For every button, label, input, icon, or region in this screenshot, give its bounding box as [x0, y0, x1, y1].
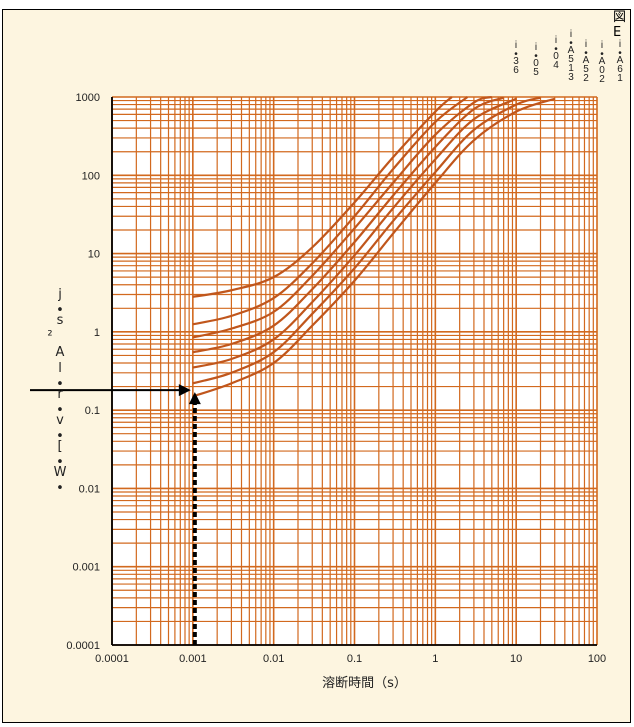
series-curve-5: [192, 95, 493, 339]
y-axis-label-char: ²: [47, 329, 52, 344]
x-tick-label: 0.0001: [95, 653, 129, 665]
series-curve-7: [192, 96, 453, 298]
y-tick-label: 1000: [76, 92, 100, 104]
curve-label-char: i: [601, 40, 603, 51]
curve-label-char: •: [569, 38, 573, 49]
curve-label-char: i: [555, 35, 557, 46]
y-axis-label-char: W: [54, 465, 67, 480]
y-axis-label-char: •: [56, 481, 64, 496]
series-curve-6: [192, 96, 469, 326]
curve-label-char: i: [535, 42, 537, 53]
y-tick-label: 0.1: [85, 405, 100, 417]
curve-label-char: 0: [533, 58, 539, 69]
curve-label-char: 5: [583, 64, 589, 75]
annotation-vertical-arrowhead: [188, 392, 201, 405]
y-axis-label-char: •: [56, 377, 64, 392]
curve-label-char: 0: [553, 51, 559, 62]
y-tick-label: 100: [82, 170, 100, 182]
curve-label-char: •: [514, 49, 518, 60]
x-axis-label: 溶断時間（s）: [322, 676, 407, 691]
curve-label-char: 5: [568, 54, 574, 65]
curve-label-char: 2: [599, 74, 605, 85]
x-tick-label: 1: [432, 653, 438, 665]
y-axis-label-char: r: [57, 387, 63, 402]
y-axis-label-char: v: [56, 413, 64, 428]
curve-label-char: •: [554, 44, 558, 55]
curve-label-char: 3: [513, 56, 519, 67]
y-axis-label-char: A: [56, 345, 65, 360]
curve-label-char: •: [584, 48, 588, 59]
series-curve-2: [192, 96, 541, 385]
y-tick-label: 10: [88, 249, 100, 261]
curve-label-char: i: [619, 39, 621, 50]
series-curve-4: [192, 96, 505, 354]
y-axis-label-char: j: [57, 287, 62, 302]
y-tick-label: 1: [94, 327, 100, 339]
x-tick-label: 0.1: [347, 653, 362, 665]
curve-label-char: •: [534, 51, 538, 62]
y-axis-label-char: l: [58, 361, 62, 376]
curve-label-char: 6: [617, 64, 623, 75]
curve-label-char: 1: [568, 63, 574, 74]
y-tick-label: 0.01: [79, 483, 100, 495]
curve-label-char: A: [583, 55, 590, 66]
curve-label-char: 4: [553, 60, 559, 71]
curve-label-char: i: [570, 29, 572, 40]
curve-label-char: A: [568, 45, 575, 56]
x-tick-label: 10: [510, 653, 522, 665]
y-axis-label-char: •: [56, 455, 64, 470]
y-tick-label: 0.0001: [66, 640, 100, 652]
curve-label-char: 6: [513, 65, 519, 76]
curve-label-char: 0: [599, 65, 605, 76]
curve-label-char: A: [599, 56, 606, 67]
y-axis-label-char: s: [57, 313, 64, 328]
curve-label-char: •: [618, 48, 622, 59]
x-tick-label: 0.01: [263, 653, 284, 665]
series-curve-3: [192, 97, 517, 369]
series-curve-1: [192, 97, 556, 398]
curve-label-char: 1: [617, 73, 623, 84]
curve-label-char: •: [600, 49, 604, 60]
y-axis-label-char: •: [56, 303, 64, 318]
annotation-horizontal-arrowhead: [178, 384, 191, 397]
curve-label-char: A: [617, 55, 624, 66]
curve-label-char: 3: [568, 72, 574, 83]
y-axis-label-char: •: [56, 429, 64, 444]
curve-label-char: 2: [583, 73, 589, 84]
y-axis-label-char: •: [56, 403, 64, 418]
curve-label-char: 5: [533, 67, 539, 78]
x-tick-label: 0.001: [179, 653, 207, 665]
x-tick-label: 100: [588, 653, 606, 665]
curve-label-char: i: [585, 39, 587, 50]
y-axis-label-char: [: [57, 439, 62, 454]
corner-label: 図E: [613, 10, 627, 40]
curve-label-char: i: [515, 40, 517, 51]
y-tick-label: 0.001: [72, 562, 100, 574]
